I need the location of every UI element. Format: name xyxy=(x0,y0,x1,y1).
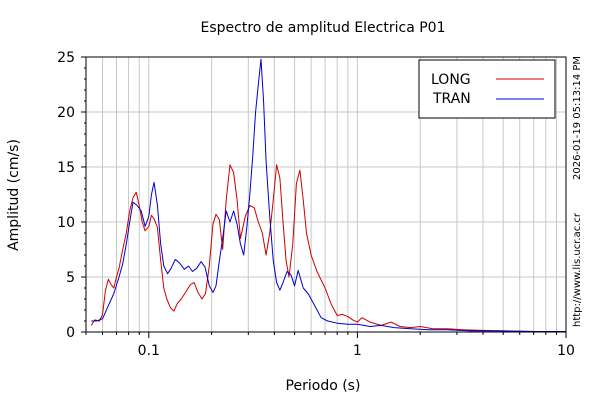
y-axis-label: Amplitud (cm/s) xyxy=(6,139,22,251)
plot-frame xyxy=(85,56,567,333)
x-tick-label: 1 xyxy=(353,343,362,359)
legend-label-tran: TRAN xyxy=(432,91,471,107)
legend-box xyxy=(418,59,556,119)
legend-label-long: LONG xyxy=(431,72,471,88)
y-tick-label: 25 xyxy=(57,50,75,66)
legend: LONG TRAN xyxy=(418,59,556,119)
y-tick-label: 15 xyxy=(57,160,75,176)
plot-series xyxy=(90,58,566,332)
grid-lines xyxy=(86,57,566,332)
axis-ticks: 0.1 1 10 0 5 10 15 20 25 xyxy=(57,50,575,359)
x-tick-label: 0.1 xyxy=(138,343,160,359)
chart-title: Espectro de amplitud Electrica P01 xyxy=(201,20,446,36)
series-line-long xyxy=(90,164,566,332)
y-tick-label: 10 xyxy=(57,215,75,231)
x-axis-label: Periodo (s) xyxy=(286,378,361,394)
source-url-label: http://www.lis.ucr.ac.cr xyxy=(572,212,583,327)
timestamp-label: 2026-01-19 05:13:14 PM xyxy=(572,56,583,180)
y-tick-label: 20 xyxy=(57,105,75,121)
y-tick-label: 0 xyxy=(66,325,75,341)
series-line-tran xyxy=(91,58,566,332)
x-tick-label: 10 xyxy=(557,343,575,359)
y-tick-label: 5 xyxy=(66,270,75,286)
